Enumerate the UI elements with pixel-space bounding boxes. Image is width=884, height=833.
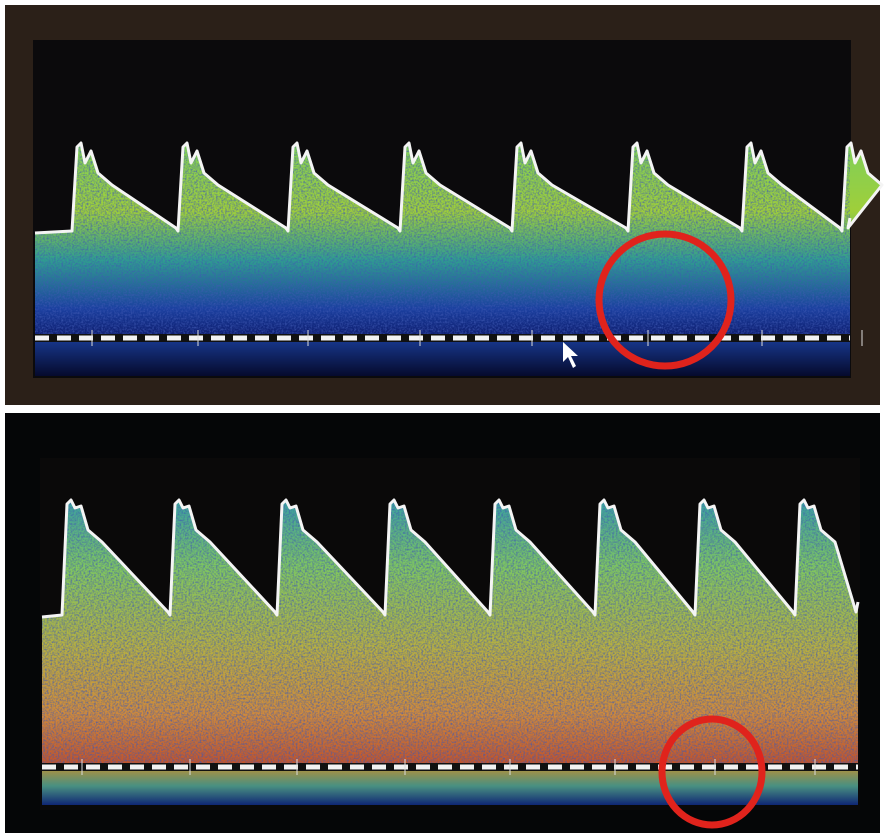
page: {} — [0, 0, 884, 833]
below-baseline — [42, 767, 858, 805]
below-baseline — [35, 338, 850, 376]
doppler-comparison — [0, 0, 884, 833]
